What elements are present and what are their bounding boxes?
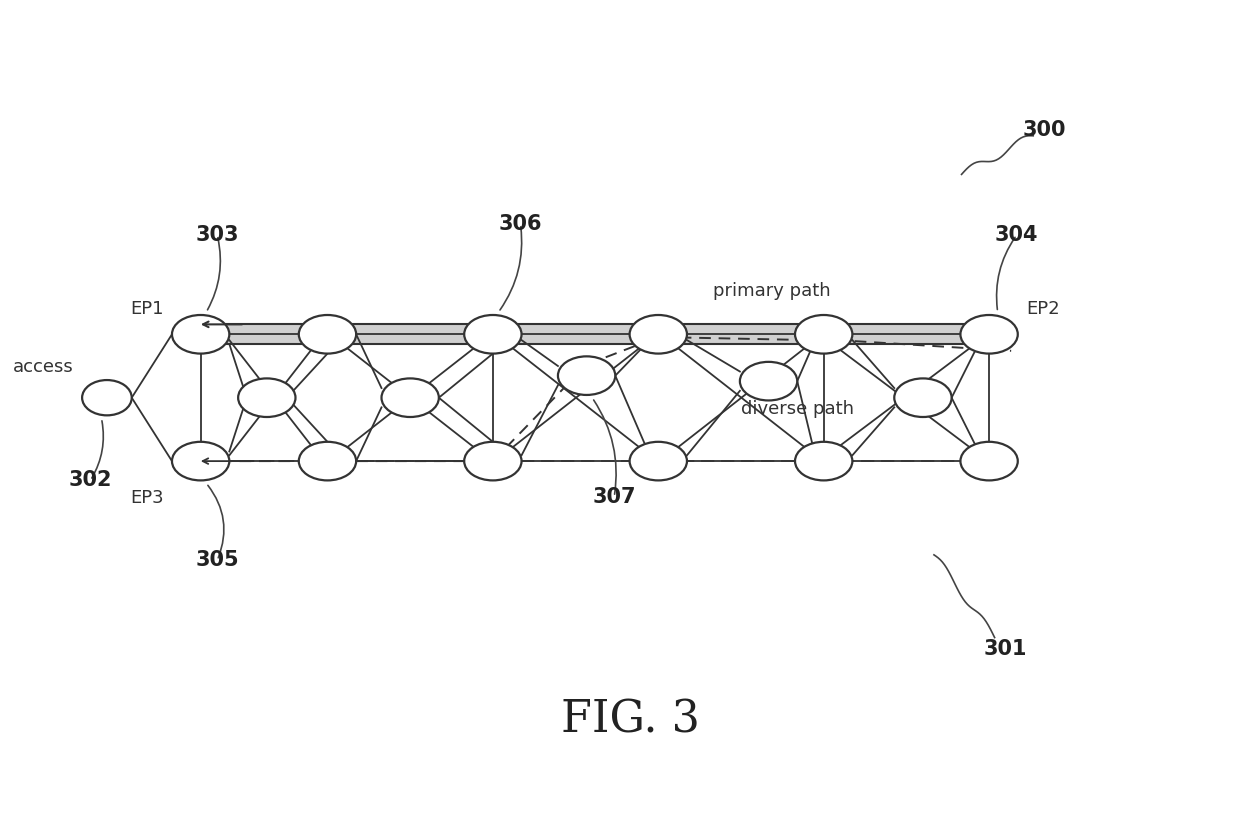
Text: 304: 304 — [994, 225, 1038, 245]
Ellipse shape — [630, 315, 687, 354]
Text: primary path: primary path — [713, 282, 831, 299]
Ellipse shape — [382, 379, 439, 417]
Ellipse shape — [740, 362, 797, 400]
Text: 307: 307 — [593, 487, 636, 507]
Ellipse shape — [961, 315, 1018, 354]
Text: 300: 300 — [1023, 120, 1066, 140]
Ellipse shape — [172, 442, 229, 480]
Text: access: access — [14, 358, 74, 375]
Ellipse shape — [630, 442, 687, 480]
Ellipse shape — [558, 356, 615, 395]
Text: EP1: EP1 — [130, 299, 164, 318]
Ellipse shape — [894, 379, 951, 417]
Text: 305: 305 — [196, 550, 239, 570]
Ellipse shape — [172, 315, 229, 354]
Text: FIG. 3: FIG. 3 — [562, 699, 701, 741]
Ellipse shape — [82, 380, 131, 415]
Ellipse shape — [238, 379, 295, 417]
Text: EP2: EP2 — [1025, 299, 1060, 318]
Ellipse shape — [464, 315, 522, 354]
Ellipse shape — [961, 442, 1018, 480]
Text: 302: 302 — [68, 470, 112, 490]
Bar — [201, 324, 1011, 344]
Ellipse shape — [464, 442, 522, 480]
Ellipse shape — [299, 315, 356, 354]
Ellipse shape — [795, 315, 852, 354]
Text: 303: 303 — [196, 225, 239, 245]
Ellipse shape — [299, 442, 356, 480]
Text: diverse path: diverse path — [742, 400, 854, 418]
Ellipse shape — [795, 442, 852, 480]
Text: 301: 301 — [983, 639, 1028, 659]
Text: EP3: EP3 — [130, 489, 164, 507]
Text: 306: 306 — [498, 214, 542, 234]
